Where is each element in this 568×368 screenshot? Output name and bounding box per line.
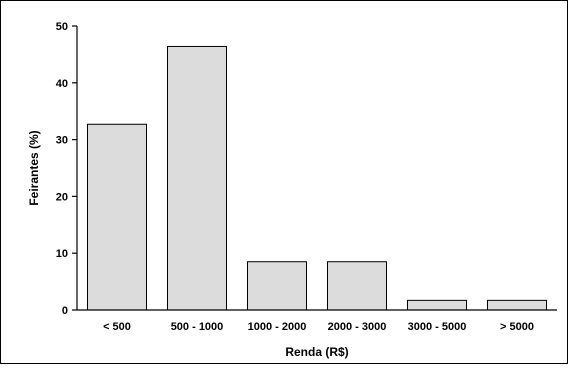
y-tick-label: 0 (62, 305, 68, 317)
y-tick-label: 10 (56, 248, 68, 260)
y-axis-ticks: 0 10 20 30 40 50 (56, 21, 77, 317)
x-tick-label: > 5000 (500, 321, 534, 333)
bars-group (87, 45, 547, 311)
bar (407, 299, 467, 311)
bar (87, 123, 147, 311)
bar (247, 261, 307, 311)
x-tick-label: < 500 (103, 321, 131, 333)
x-tick-label: 500 - 1000 (171, 321, 224, 333)
x-axis-title: Renda (R$) (285, 345, 348, 359)
bar (327, 261, 387, 311)
x-tick-label: 3000 - 5000 (408, 321, 467, 333)
y-tick-label: 20 (56, 191, 68, 203)
y-tick-label: 40 (56, 78, 68, 90)
x-tick-label: 1000 - 2000 (248, 321, 307, 333)
y-tick-label: 50 (56, 21, 68, 33)
y-axis-title: Feirantes (%) (27, 130, 41, 205)
y-tick-label: 30 (56, 135, 68, 147)
bar (487, 299, 547, 311)
x-axis-tick-labels: < 500 500 - 1000 1000 - 2000 2000 - 3000 300… (103, 321, 534, 333)
x-tick-label: 2000 - 3000 (328, 321, 387, 333)
bar (167, 45, 227, 311)
